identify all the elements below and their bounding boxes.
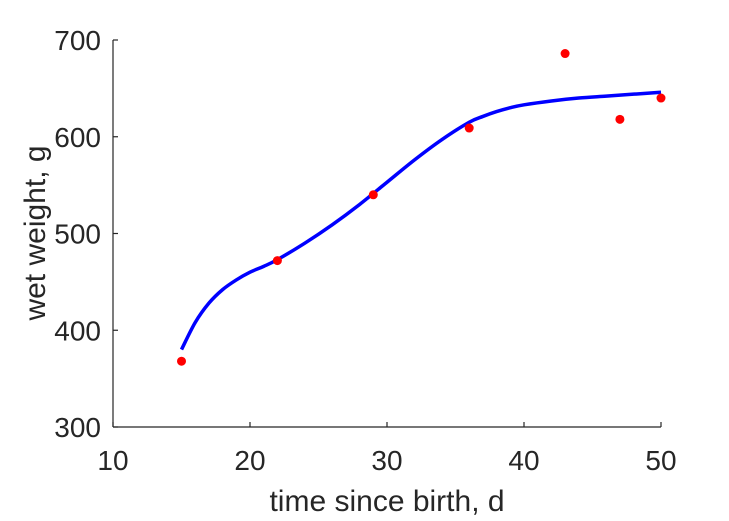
x-tick-label: 50 (645, 445, 676, 476)
x-axis-label: time since birth, d (269, 485, 504, 518)
y-tick-label: 400 (54, 315, 101, 346)
data-point (615, 114, 625, 124)
y-tick-label: 300 (54, 412, 101, 443)
x-tick-label: 40 (508, 445, 539, 476)
data-point (656, 93, 666, 103)
x-tick-label: 30 (371, 445, 402, 476)
data-point (177, 356, 186, 366)
data-point (464, 123, 474, 133)
fit-curve (179, 90, 662, 351)
y-tick-label: 600 (54, 122, 101, 153)
data-point (560, 49, 570, 59)
y-ticks: 300 400 500 600 700 (54, 25, 118, 443)
data-point (272, 256, 282, 266)
y-tick-label: 700 (54, 25, 101, 56)
y-axis-label: wet weight, g (19, 145, 52, 321)
series-layer (177, 49, 666, 366)
y-tick-label: 500 (54, 219, 101, 250)
x-tick-label: 10 (97, 445, 128, 476)
data-point (368, 190, 378, 200)
x-ticks: 10 20 30 40 50 (97, 422, 677, 476)
x-tick-label: 20 (234, 445, 265, 476)
